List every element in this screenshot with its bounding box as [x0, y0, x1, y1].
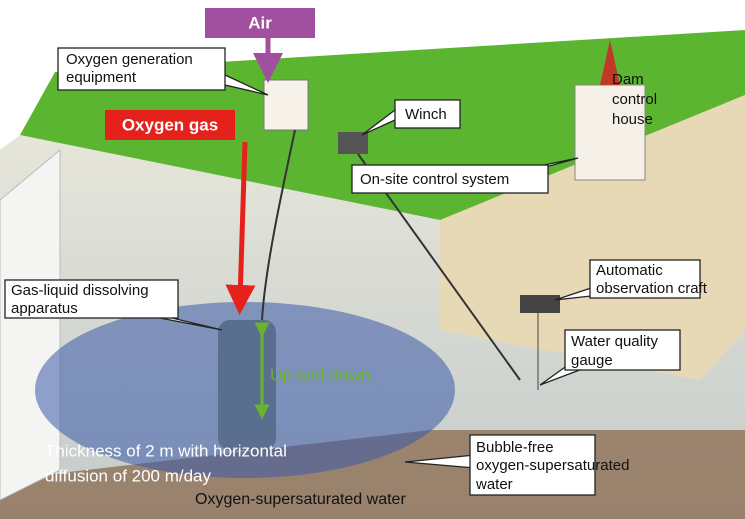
observation-craft	[520, 295, 560, 313]
label: equipment	[66, 69, 137, 86]
label: Bubble-free	[476, 439, 554, 456]
thickness-label: diffusion of 200 m/day	[45, 466, 212, 485]
label: Winch	[405, 106, 447, 123]
oxygen-equipment-house	[264, 80, 308, 130]
label: Dam	[612, 71, 644, 88]
label: Gas-liquid dissolving	[11, 282, 149, 299]
oxygen-gas-label: Oxygen gas	[122, 115, 218, 134]
label: gauge	[571, 352, 613, 369]
label: apparatus	[11, 300, 78, 317]
label: Oxygen generation	[66, 51, 193, 68]
label: Automatic	[596, 262, 663, 279]
label: water	[475, 476, 513, 493]
label: oxygen-supersaturated	[476, 457, 629, 474]
label: On-site control system	[360, 171, 509, 188]
supersaturated-label: Oxygen-supersaturated water	[195, 491, 406, 508]
dissolving-apparatus	[218, 320, 276, 450]
label: house	[612, 111, 653, 128]
diagram: Air Oxygen gas Oxygen generation equipme…	[0, 0, 745, 519]
up-down-label: Up and down	[270, 365, 370, 384]
label: Water quality	[571, 333, 658, 350]
thickness-label: Thickness of 2 m with horizontal	[45, 441, 287, 460]
label: observation craft	[596, 280, 708, 297]
label: control	[612, 91, 657, 108]
winch-icon	[338, 132, 368, 154]
air-label: Air	[248, 13, 272, 32]
